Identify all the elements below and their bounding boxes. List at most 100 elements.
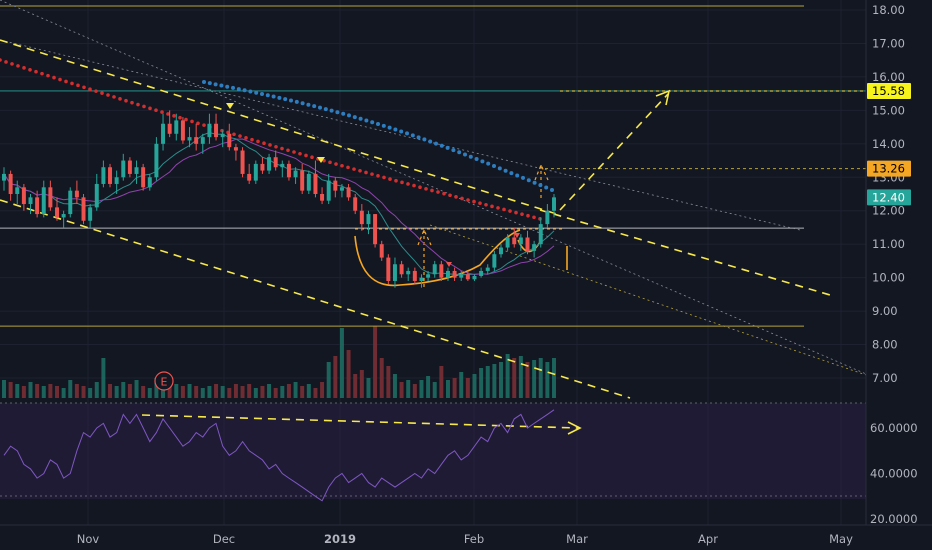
ma-blue-dot (323, 107, 328, 112)
candle-body (154, 143, 159, 178)
ma-red-dot (136, 102, 140, 107)
candle-body (499, 247, 503, 255)
volume-bar (286, 384, 291, 398)
earnings-marker-label: E (161, 376, 168, 389)
price-badge (867, 160, 911, 177)
candle-body (233, 147, 238, 151)
ma-red-dot (406, 182, 410, 186)
ma-red-dot (250, 137, 254, 142)
ma-blue-dot (370, 120, 375, 125)
time-tick-label: May (829, 532, 853, 546)
ma-blue-dot (202, 80, 206, 84)
ma-blue-dot (445, 145, 450, 150)
candle-body (101, 167, 106, 184)
ma-red-dot (400, 180, 404, 185)
volume-bar (15, 384, 20, 398)
volume-bar (253, 388, 258, 398)
volume-bar (68, 380, 73, 398)
moving-averages (0, 58, 555, 276)
ma-blue-dot (480, 159, 485, 164)
candle-body (280, 163, 285, 168)
volume-bar (134, 380, 139, 398)
candle-body (48, 187, 53, 208)
volume-bar (485, 366, 490, 398)
ma-blue-dot (521, 175, 525, 180)
ma-red-dot (10, 62, 14, 66)
volume-bar (293, 382, 298, 398)
price-tick-label: 7.00 (872, 371, 898, 385)
candle-body (81, 197, 86, 221)
price-tick-label: 17.00 (872, 36, 905, 50)
volume-bar (88, 388, 93, 398)
ma-red-dot (256, 139, 260, 144)
candle-body (68, 190, 73, 215)
candle-body (74, 190, 79, 198)
ma-red-dot (490, 204, 494, 209)
volume-bar (28, 382, 33, 398)
ma-blue-dot (515, 173, 520, 178)
ma-blue-dot (242, 88, 247, 93)
volume-bar (326, 362, 331, 398)
candle-body (55, 207, 59, 218)
time-tick-label: Dec (213, 532, 235, 546)
target-arrow-head (655, 89, 671, 106)
volume-bar (114, 386, 119, 398)
candle-body (472, 275, 477, 280)
price-tick-label: 12.00 (872, 204, 905, 218)
ma-blue-dot (532, 180, 537, 185)
ma-red-dot (112, 95, 116, 99)
ma-red-dot (478, 201, 482, 205)
ma-red-dot (148, 106, 152, 111)
ma-blue-dot (358, 116, 363, 121)
ma-red-dot (418, 185, 422, 190)
ma-red-dot (0, 58, 2, 62)
volume-bar (167, 382, 172, 398)
volume-bar (538, 358, 543, 398)
candle-body (353, 197, 358, 211)
candle-body (538, 224, 543, 245)
candle-body (127, 160, 132, 174)
ma-blue-dot (277, 95, 282, 100)
volume-bar (21, 386, 26, 398)
volume-bar (300, 386, 305, 398)
candle-body (247, 173, 252, 181)
ma-red-dot (64, 79, 68, 84)
volume-bar (392, 374, 397, 398)
ma-red-dot (76, 83, 80, 88)
rsi-band (0, 403, 866, 499)
volume-bar (339, 328, 344, 398)
price-tick-label: 15.00 (872, 103, 905, 117)
earnings-marker[interactable] (154, 371, 174, 391)
target-arrow (559, 93, 669, 211)
marker-triangle (317, 157, 325, 163)
candle-body (379, 244, 384, 258)
volume-bar (180, 386, 185, 398)
candle-body (452, 270, 457, 278)
ma-red-dot (286, 148, 290, 153)
volume-bar (147, 388, 152, 398)
ma-blue-dot (509, 171, 514, 176)
channel-line-upper-grey (0, 39, 801, 231)
volume-bar (108, 384, 113, 398)
price-badges: 15.58 13.26 12.40 (867, 82, 911, 206)
price-tick-label: 18.00 (872, 3, 905, 17)
volume-bar (48, 384, 53, 398)
volume-bar (74, 384, 79, 398)
ma-blue-dot (248, 89, 253, 94)
candle-body (545, 210, 550, 225)
ma-red-dot (274, 144, 278, 149)
volume-bar (346, 350, 351, 398)
candle-body (94, 183, 99, 208)
candle-body (518, 237, 523, 245)
candle-body (161, 123, 166, 144)
volume-bar (306, 384, 311, 398)
candle-body (41, 187, 46, 215)
ma-red-dot (106, 93, 110, 97)
volume-bar (406, 380, 411, 398)
ma-red-dot (394, 178, 398, 183)
ma-blue-dot (503, 168, 508, 173)
time-tick-label: Nov (77, 532, 100, 546)
volume-bar (399, 382, 404, 398)
volume-bar (359, 370, 364, 398)
